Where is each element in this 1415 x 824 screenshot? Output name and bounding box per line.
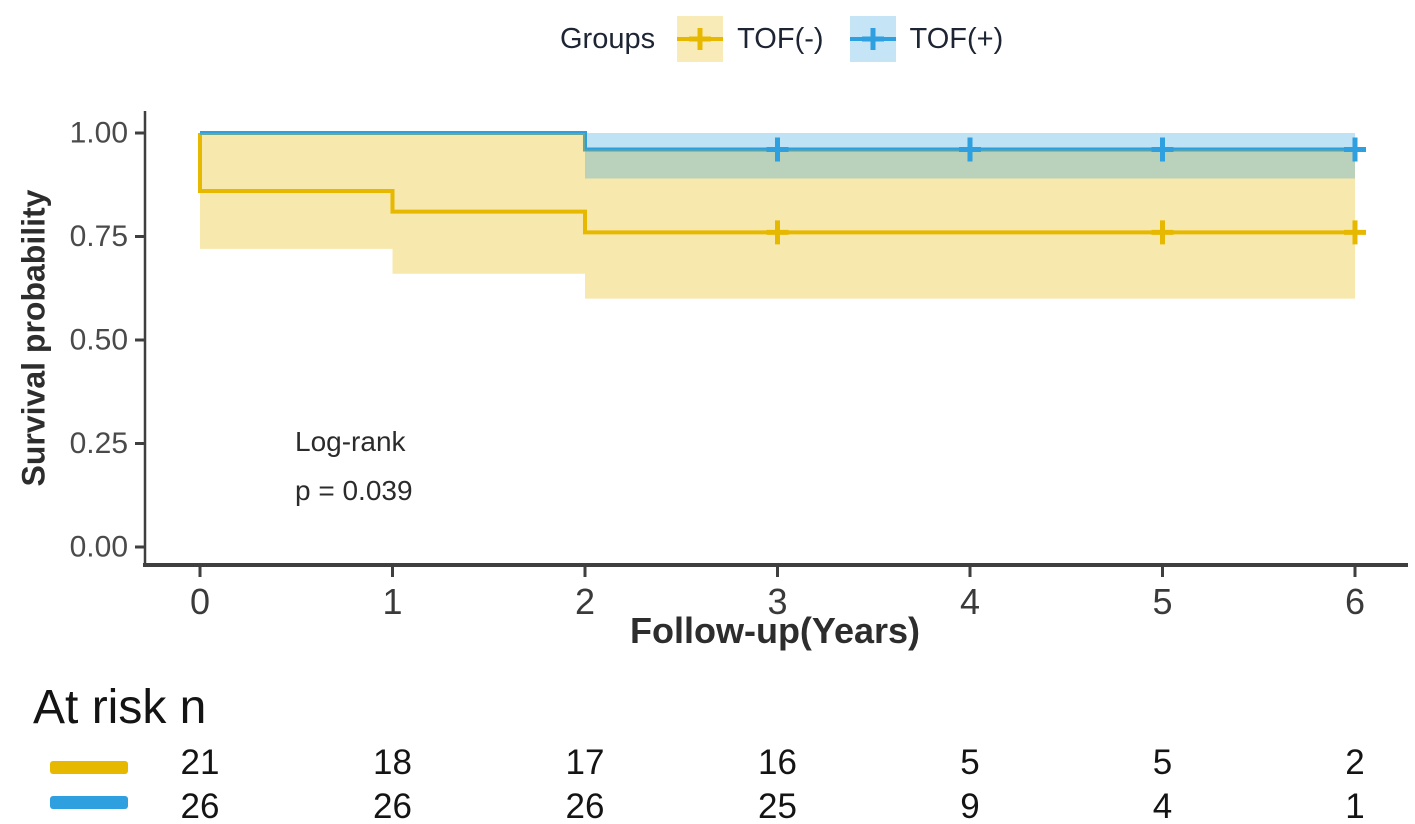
legend-key-icon-tof-minus (677, 16, 724, 62)
risk-count: 4 (1152, 787, 1173, 824)
x-tick-label: 1 (382, 581, 402, 622)
risk-count: 5 (960, 743, 980, 782)
x-tick-label: 0 (190, 581, 210, 622)
risk-count: 9 (960, 787, 980, 824)
risk-count: 1 (1345, 787, 1365, 824)
censor-mark-tof-plus (766, 137, 789, 162)
legend-item-label: TOF(+) (909, 22, 1004, 55)
y-tick-label: 1.00 (70, 117, 128, 150)
x-tick-label: 2 (575, 581, 595, 622)
y-tick-label: 0.75 (70, 220, 128, 253)
censor-mark-tof-plus (1151, 137, 1174, 162)
y-tick-label: 0.25 (70, 427, 128, 460)
risk-count: 16 (758, 743, 797, 782)
km-step-line-tof-minus (198, 133, 1355, 235)
x-tick-label: 5 (1152, 581, 1172, 622)
risk-count: 17 (565, 743, 605, 782)
x-tick-label: 6 (1345, 581, 1365, 622)
km-chart-canvas: 0.00 0.25 0.50 0.75 1.00 0 1 2 3 4 5 6 (70, 111, 1408, 622)
censor-mark-tof-plus (1344, 137, 1366, 162)
legend-item-tof-minus: TOF(-) (677, 16, 824, 62)
risk-count: 26 (565, 787, 605, 824)
censor-mark-tof-minus (1344, 220, 1366, 245)
legend-title: Groups (560, 22, 656, 55)
y-axis-title: Survival probability (15, 189, 52, 487)
logrank-annotation: Log-rank (295, 426, 406, 457)
chart-legend: Groups TOF(-) TOF(+) (560, 14, 1003, 64)
risk-count: 2 (1345, 743, 1365, 782)
y-tick-label: 0.50 (70, 324, 128, 357)
legend-censor-plus-icon (689, 28, 712, 50)
legend-key-icon-tof-plus (849, 16, 896, 62)
risk-count: 25 (758, 787, 797, 824)
risk-count: 21 (180, 743, 220, 782)
legend-items: TOF(-) TOF(+) (677, 16, 1003, 62)
risk-count: 18 (373, 743, 412, 782)
censor-mark-tof-minus (1151, 220, 1174, 245)
censor-mark-tof-minus (766, 220, 789, 245)
confidence-band-tof-minus (200, 133, 1355, 299)
risk-count: 5 (1152, 743, 1173, 782)
x-axis-title: Follow-up(Years) (629, 610, 921, 651)
y-tick-label: 0.00 (70, 531, 128, 564)
legend-item-label: TOF(-) (737, 22, 824, 55)
risk-count: 26 (373, 787, 412, 824)
risk-row-swatch-tof-minus (50, 761, 128, 774)
legend-item-tof-plus: TOF(+) (849, 16, 1004, 62)
pvalue-annotation: p = 0.039 (295, 475, 413, 506)
censor-mark-tof-plus (959, 137, 981, 162)
risk-table-title: At risk n (33, 681, 207, 734)
x-tick-label: 4 (960, 581, 980, 622)
risk-row-swatch-tof-plus (50, 796, 128, 809)
x-tick-label: 3 (767, 581, 787, 622)
risk-count: 26 (180, 787, 220, 824)
legend-censor-plus-icon (861, 28, 884, 50)
